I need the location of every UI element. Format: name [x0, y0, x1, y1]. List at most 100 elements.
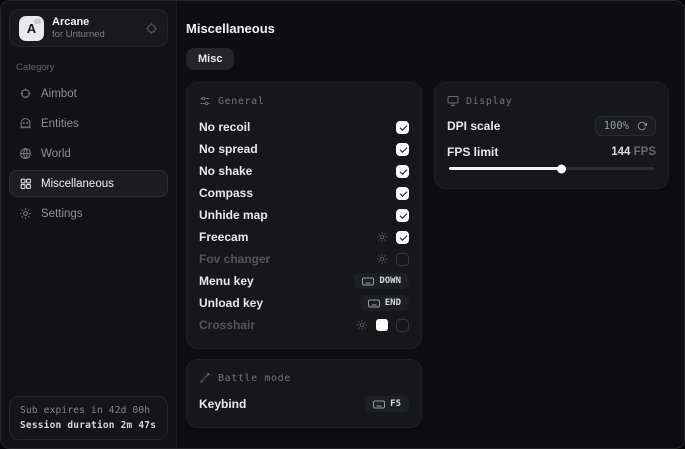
setting-label: Freecam — [199, 230, 249, 244]
sidebar-item-label: Miscellaneous — [41, 177, 114, 190]
grid-icon — [19, 177, 32, 190]
setting-row-compass: Compass — [199, 182, 409, 204]
setting-row-freecam: Freecam — [199, 226, 409, 248]
setting-row-keybind: Keybind F5 — [199, 393, 409, 415]
dpi-scale-value: 100% — [603, 120, 629, 132]
reset-icon[interactable] — [637, 121, 647, 131]
globe-icon — [19, 147, 32, 160]
sliders-icon — [199, 95, 211, 107]
display-card: Display DPI scale 100% FPS limit — [434, 82, 669, 189]
setting-label: Menu key — [199, 274, 254, 288]
general-card: General No recoil No spread No shake — [186, 82, 422, 349]
fps-unit: FPS — [633, 146, 656, 158]
battle-mode-card-title: Battle mode — [218, 372, 291, 384]
fov-changer-checkbox[interactable] — [396, 252, 409, 266]
dpi-scale-input[interactable]: 100% — [594, 116, 656, 136]
general-card-header: General — [199, 95, 409, 107]
battle-keybind-value: F5 — [390, 399, 401, 409]
freecam-config-gear-icon[interactable] — [376, 231, 388, 243]
setting-row-unhide-map: Unhide map — [199, 204, 409, 226]
crosshair-icon — [19, 87, 32, 100]
gear-icon — [19, 207, 32, 220]
display-card-header: Display — [447, 95, 656, 107]
no-shake-checkbox[interactable] — [396, 164, 409, 178]
brand-card: A Arcane for Unturned — [9, 9, 168, 47]
menu-key-value: DOWN — [379, 276, 401, 286]
display-card-title: Display — [466, 95, 513, 107]
fps-slider-thumb[interactable] — [556, 164, 566, 173]
setting-row-fps-limit: FPS limit 144 FPS — [447, 145, 656, 159]
no-recoil-checkbox[interactable] — [396, 120, 409, 134]
setting-label: Keybind — [199, 397, 247, 411]
sidebar-item-miscellaneous[interactable]: Miscellaneous — [9, 170, 168, 197]
setting-row-no-recoil: No recoil — [199, 116, 409, 138]
sidebar-nav: Aimbot Entities World Miscellaneous — [9, 80, 168, 228]
app-subtitle: for Unturned — [52, 29, 105, 40]
setting-row-unload-key: Unload key END — [199, 292, 409, 314]
fps-number: 144 — [611, 146, 631, 158]
cards-grid: General No recoil No spread No shake — [186, 82, 669, 428]
crosshair-config-gear-icon[interactable] — [356, 319, 368, 331]
sidebar-item-world[interactable]: World — [9, 140, 168, 167]
sidebar-item-aimbot[interactable]: Aimbot — [9, 80, 168, 107]
sidebar-item-label: Aimbot — [41, 87, 77, 100]
sword-icon — [199, 372, 211, 384]
setting-label: Fov changer — [199, 252, 271, 266]
setting-row-crosshair: Crosshair — [199, 314, 409, 336]
sidebar-item-settings[interactable]: Settings — [9, 200, 168, 227]
left-column: General No recoil No spread No shake — [186, 82, 422, 428]
page-title: Miscellaneous — [186, 21, 275, 36]
keyboard-icon — [373, 400, 386, 409]
setting-label: No recoil — [199, 120, 251, 134]
unload-key-badge[interactable]: END — [359, 295, 409, 311]
compass-checkbox[interactable] — [396, 186, 409, 200]
crosshair-color-swatch[interactable] — [376, 319, 388, 331]
unload-key-value: END — [384, 298, 401, 308]
setting-row-no-shake: No shake — [199, 160, 409, 182]
freecam-checkbox[interactable] — [396, 230, 409, 244]
fps-slider-fill — [449, 164, 566, 173]
menu-key-badge[interactable]: DOWN — [354, 273, 409, 289]
sidebar-item-label: World — [41, 147, 71, 160]
general-card-title: General — [218, 95, 265, 107]
battle-mode-card: Battle mode Keybind F5 — [186, 359, 422, 428]
setting-label: FPS limit — [447, 145, 499, 159]
fps-limit-slider[interactable] — [449, 164, 654, 173]
setting-label: Crosshair — [199, 318, 256, 332]
setting-label: Compass — [199, 186, 254, 200]
setting-label: DPI scale — [447, 119, 501, 133]
subscription-card: Sub expires in 42d 00h Session duration … — [9, 396, 168, 440]
setting-row-menu-key: Menu key DOWN — [199, 270, 409, 292]
sidebar-item-label: Settings — [41, 207, 83, 220]
fps-limit-value: 144 FPS — [611, 146, 656, 158]
sidebar-item-entities[interactable]: Entities — [9, 110, 168, 137]
monitor-icon — [447, 95, 459, 107]
sidebar: A Arcane for Unturned Category Aimbot — [1, 1, 177, 448]
brand-text: Arcane for Unturned — [52, 16, 105, 40]
app-name: Arcane — [52, 16, 90, 28]
setting-label: Unload key — [199, 296, 264, 310]
setting-row-no-spread: No spread — [199, 138, 409, 160]
app-logo: A — [19, 15, 44, 41]
crosshair-checkbox[interactable] — [396, 318, 409, 332]
no-spread-checkbox[interactable] — [396, 142, 409, 156]
tab-misc[interactable]: Misc — [186, 48, 235, 70]
unhide-map-checkbox[interactable] — [396, 208, 409, 222]
category-label: Category — [16, 62, 55, 73]
right-column: Display DPI scale 100% FPS limit — [434, 82, 669, 189]
setting-label: Unhide map — [199, 208, 268, 222]
sub-expires-text: Sub expires in 42d 00h — [20, 405, 151, 416]
battle-keybind-badge[interactable]: F5 — [365, 396, 409, 412]
setting-row-fov-changer: Fov changer — [199, 248, 409, 270]
setting-row-dpi-scale: DPI scale 100% — [447, 116, 656, 136]
battle-mode-card-header: Battle mode — [199, 372, 409, 384]
sidebar-item-label: Entities — [41, 117, 79, 130]
fov-changer-config-gear-icon[interactable] — [376, 253, 388, 265]
keyboard-icon — [362, 277, 375, 286]
main-content: Miscellaneous Misc General No recoil — [177, 1, 684, 448]
session-duration-text: Session duration 2m 47s — [20, 420, 157, 431]
entities-icon — [19, 117, 32, 130]
keyboard-icon — [367, 299, 380, 308]
target-icon[interactable] — [145, 22, 158, 35]
